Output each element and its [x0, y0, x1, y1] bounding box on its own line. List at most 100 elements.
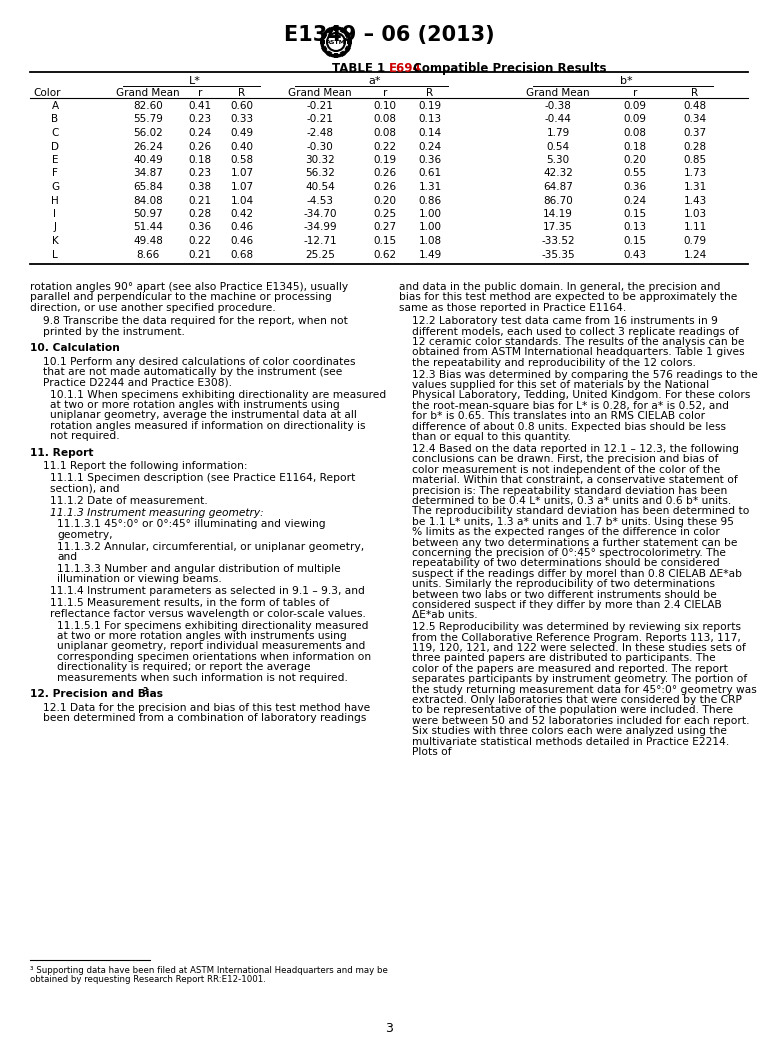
Text: that are not made automatically by the instrument (see: that are not made automatically by the i… [43, 367, 342, 377]
Text: 12.4 Based on the data reported in 12.1 – 12.3, the following: 12.4 Based on the data reported in 12.1 … [412, 445, 739, 454]
Text: 0.43: 0.43 [623, 250, 647, 259]
Text: 0.26: 0.26 [373, 182, 397, 192]
Text: from the Collaborative Reference Program. Reports 113, 117,: from the Collaborative Reference Program… [412, 633, 741, 642]
Text: 1.03: 1.03 [683, 209, 706, 219]
Text: 0.15: 0.15 [623, 236, 647, 246]
Text: 12.5 Reproducibility was determined by reviewing six reports: 12.5 Reproducibility was determined by r… [412, 623, 741, 632]
Text: R: R [238, 88, 246, 98]
Text: 0.19: 0.19 [419, 101, 442, 111]
Text: 11.1.5 Measurement results, in the form of tables of: 11.1.5 Measurement results, in the form … [50, 599, 329, 608]
Text: 11.1 Report the following information:: 11.1 Report the following information: [43, 461, 247, 472]
Text: precision is: The repeatability standard deviation has been: precision is: The repeatability standard… [412, 485, 727, 496]
Text: -0.21: -0.21 [307, 101, 334, 111]
Text: 0.40: 0.40 [230, 142, 254, 152]
Text: -2.48: -2.48 [307, 128, 334, 138]
Text: 0.19: 0.19 [373, 155, 397, 166]
Text: between any two determinations a further statement can be: between any two determinations a further… [412, 537, 738, 548]
Text: 26.24: 26.24 [133, 142, 163, 152]
Text: 1.24: 1.24 [683, 250, 706, 259]
Text: 11. Report: 11. Report [30, 448, 93, 458]
Text: conclusions can be drawn. First, the precision and bias of: conclusions can be drawn. First, the pre… [412, 455, 718, 464]
Text: 25.25: 25.25 [305, 250, 335, 259]
Text: 0.26: 0.26 [188, 142, 212, 152]
Text: 3: 3 [385, 1022, 393, 1035]
Text: 0.46: 0.46 [230, 223, 254, 232]
Text: been determined from a combination of laboratory readings: been determined from a combination of la… [43, 713, 366, 723]
Text: F: F [52, 169, 58, 178]
Text: Color: Color [33, 88, 61, 98]
Text: 0.79: 0.79 [683, 236, 706, 246]
Text: 11.1.3.2 Annular, circumferential, or uniplanar geometry,: 11.1.3.2 Annular, circumferential, or un… [57, 541, 364, 552]
Text: 10. Calculation: 10. Calculation [30, 344, 120, 354]
Text: 0.54: 0.54 [546, 142, 569, 152]
Text: three painted papers are distributed to participants. The: three painted papers are distributed to … [412, 654, 716, 663]
Text: extracted. Only laboratories that were considered by the CRP: extracted. Only laboratories that were c… [412, 695, 742, 705]
Text: 1.31: 1.31 [683, 182, 706, 192]
Text: 0.18: 0.18 [188, 155, 212, 166]
Text: color measurement is not independent of the color of the: color measurement is not independent of … [412, 464, 720, 475]
Text: were between 50 and 52 laboratories included for each report.: were between 50 and 52 laboratories incl… [412, 716, 749, 726]
Text: be 1.1 L* units, 1.3 a* units and 1.7 b* units. Using these 95: be 1.1 L* units, 1.3 a* units and 1.7 b*… [412, 516, 734, 527]
Text: G: G [51, 182, 59, 192]
Text: 0.36: 0.36 [419, 155, 442, 166]
Text: 1.00: 1.00 [419, 223, 441, 232]
Text: K: K [51, 236, 58, 246]
Text: -0.38: -0.38 [545, 101, 571, 111]
Text: J: J [54, 223, 57, 232]
Text: 0.23: 0.23 [188, 169, 212, 178]
Text: 0.61: 0.61 [419, 169, 442, 178]
Text: 12.2 Laboratory test data came from 16 instruments in 9: 12.2 Laboratory test data came from 16 i… [412, 316, 718, 326]
Text: -12.71: -12.71 [303, 236, 337, 246]
Text: -4.53: -4.53 [307, 196, 334, 205]
Text: determined to be 0.4 L* units, 0.3 a* units and 0.6 b* units.: determined to be 0.4 L* units, 0.3 a* un… [412, 496, 731, 506]
Text: parallel and perpendicular to the machine or processing: parallel and perpendicular to the machin… [30, 293, 332, 302]
Text: Plots of: Plots of [412, 747, 451, 757]
Text: D: D [51, 142, 59, 152]
Text: 3: 3 [142, 687, 148, 696]
Text: 0.21: 0.21 [188, 196, 212, 205]
Text: 8.66: 8.66 [136, 250, 159, 259]
Text: 0.37: 0.37 [683, 128, 706, 138]
Text: 0.42: 0.42 [230, 209, 254, 219]
Text: E: E [52, 155, 58, 166]
Text: 0.14: 0.14 [419, 128, 442, 138]
Text: 40.49: 40.49 [133, 155, 163, 166]
Text: 49.48: 49.48 [133, 236, 163, 246]
Text: 1.73: 1.73 [683, 169, 706, 178]
Text: reflectance factor versus wavelength or color-scale values.: reflectance factor versus wavelength or … [50, 609, 366, 618]
Text: 11.1.2 Date of measurement.: 11.1.2 Date of measurement. [50, 496, 208, 506]
Text: directionality is required; or report the average: directionality is required; or report th… [57, 662, 310, 672]
Text: 42.32: 42.32 [543, 169, 573, 178]
Text: 51.44: 51.44 [133, 223, 163, 232]
Text: 12 ceramic color standards. The results of the analysis can be: 12 ceramic color standards. The results … [412, 337, 745, 347]
Text: a*: a* [369, 76, 381, 86]
Text: 64.87: 64.87 [543, 182, 573, 192]
Text: uniplanar geometry, average the instrumental data at all: uniplanar geometry, average the instrume… [50, 410, 357, 421]
Text: -33.52: -33.52 [541, 236, 575, 246]
Text: 0.15: 0.15 [623, 209, 647, 219]
Text: Grand Mean: Grand Mean [526, 88, 590, 98]
Text: geometry,: geometry, [57, 530, 113, 540]
Text: bias for this test method are expected to be approximately the: bias for this test method are expected t… [399, 293, 738, 302]
Text: 56.02: 56.02 [133, 128, 163, 138]
Text: measurements when such information is not required.: measurements when such information is no… [57, 672, 348, 683]
Text: 0.08: 0.08 [373, 128, 397, 138]
Text: 1.00: 1.00 [419, 209, 441, 219]
Text: for b* is 0.65. This translates into an RMS CIELAB color: for b* is 0.65. This translates into an … [412, 411, 705, 422]
Text: 0.36: 0.36 [623, 182, 647, 192]
Text: not required.: not required. [50, 431, 120, 441]
Text: considered suspect if they differ by more than 2.4 CIELAB: considered suspect if they differ by mor… [412, 600, 722, 610]
Text: 0.09: 0.09 [623, 101, 647, 111]
Text: different models, each used to collect 3 replicate readings of: different models, each used to collect 3… [412, 327, 739, 336]
Text: 1.43: 1.43 [683, 196, 706, 205]
Text: 1.04: 1.04 [230, 196, 254, 205]
Text: -0.30: -0.30 [307, 142, 334, 152]
Text: 0.21: 0.21 [188, 250, 212, 259]
Text: 0.08: 0.08 [373, 115, 397, 125]
Text: r: r [633, 88, 637, 98]
Text: corresponding specimen orientations when information on: corresponding specimen orientations when… [57, 652, 371, 662]
Text: 30.32: 30.32 [305, 155, 335, 166]
Text: 0.68: 0.68 [230, 250, 254, 259]
Text: illumination or viewing beams.: illumination or viewing beams. [57, 575, 222, 584]
Text: section), and: section), and [50, 484, 120, 493]
